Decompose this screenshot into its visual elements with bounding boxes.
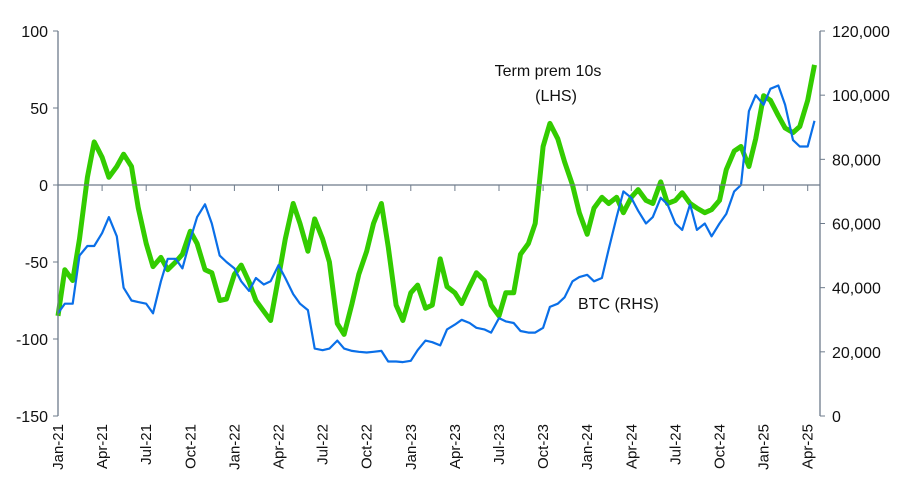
term-premium-line [55, 64, 817, 337]
left-tick-label: -50 [25, 255, 48, 272]
x-tick-label: Apr-23 [447, 424, 464, 469]
x-tick-label: Jan-22 [226, 424, 243, 470]
annotation-btc: BTC (RHS) [578, 296, 659, 313]
x-tick-label: Jan-21 [50, 424, 67, 470]
right-tick-label: 40,000 [832, 281, 881, 298]
left-tick-label: 50 [30, 101, 48, 118]
btc-line [57, 84, 816, 364]
x-tick-label: Jan-23 [403, 424, 420, 470]
annotation-term-prem-lhs: (LHS) [535, 88, 577, 105]
x-tick-label: Apr-25 [800, 424, 817, 469]
x-tick-label: Apr-22 [271, 424, 288, 469]
annotation-term-prem: Term prem 10s [495, 63, 602, 80]
x-tick-label: Apr-21 [94, 424, 111, 469]
right-tick-label: 60,000 [832, 217, 881, 234]
x-tick-label: Jul-21 [138, 424, 155, 465]
left-tick-label: 100 [21, 24, 48, 41]
right-tick-label: 20,000 [832, 345, 881, 362]
x-tick-label: Oct-21 [182, 424, 199, 469]
x-tick-label: Oct-23 [535, 424, 552, 469]
left-tick-label: -150 [16, 409, 48, 426]
x-tick-label: Jul-22 [315, 424, 332, 465]
x-tick-label: Jan-25 [756, 424, 773, 470]
left-tick-label: -100 [16, 332, 48, 349]
right-tick-label: 0 [832, 409, 841, 426]
axes-layer [53, 30, 825, 417]
right-tick-label: 80,000 [832, 152, 881, 169]
x-tick-label: Jan-24 [579, 424, 596, 470]
x-tick-label: Oct-22 [359, 424, 376, 469]
labels-layer: 100 50 0 -50 -100 -150 120,000 100,000 80,000 60,… [16, 24, 890, 470]
x-tick-label: Jul-23 [491, 424, 508, 465]
x-tick-label: Oct-24 [712, 424, 729, 469]
right-tick-label: 120,000 [832, 24, 890, 41]
x-tick-label: Jul-24 [667, 424, 684, 465]
right-tick-label: 100,000 [832, 88, 890, 105]
x-tick-label: Apr-24 [623, 424, 640, 469]
series-layer [55, 64, 817, 364]
left-tick-label: 0 [39, 178, 48, 195]
